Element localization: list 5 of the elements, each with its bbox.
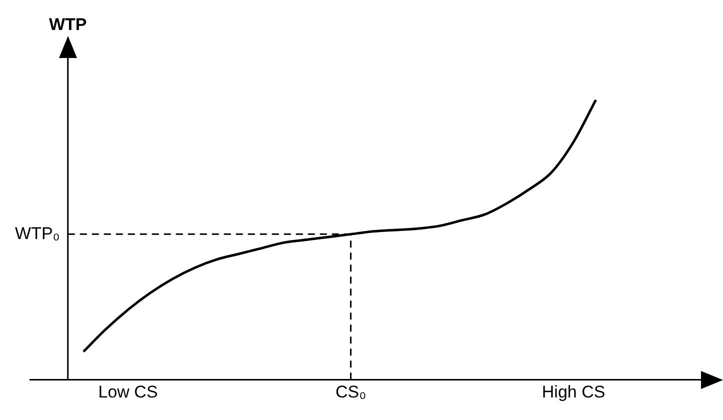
- x-tick-label: High CS: [542, 382, 606, 402]
- x-tick-label: CS₀: [335, 382, 366, 402]
- x-tick-label: Low CS: [98, 382, 158, 402]
- ref-line-label: WTP₀: [15, 224, 60, 243]
- y-axis-title: WTP: [48, 15, 87, 34]
